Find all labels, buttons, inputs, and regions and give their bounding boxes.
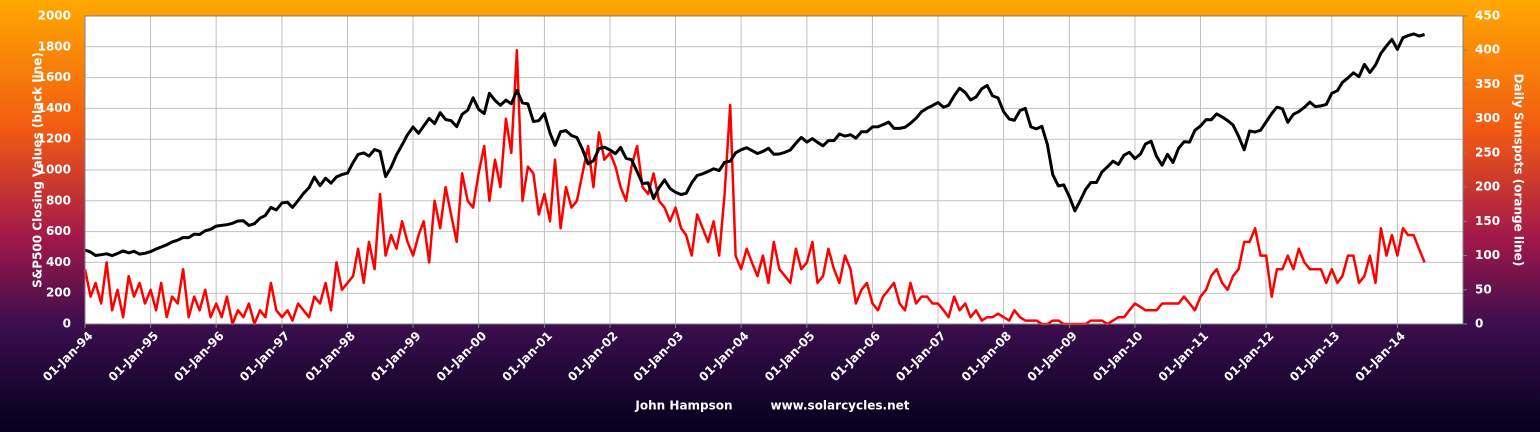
y2-tick-label: 400 [1475,43,1500,57]
y-tick-label: 1000 [38,163,71,177]
series-line [83,48,1426,326]
footer-site: www.solarcycles.net [771,399,910,413]
y2-tick-label: 50 [1475,282,1492,296]
y2-tick-label: 200 [1475,180,1500,194]
y-tick-label: 1400 [38,101,71,115]
y-tick-label: 200 [46,286,71,300]
plot-border [84,15,1464,325]
y2-tick-label: 150 [1475,214,1500,228]
y2-tick-label: 450 [1475,9,1500,23]
y2-tick-label: 350 [1475,77,1500,91]
y2-tick-label: 0 [1475,317,1483,331]
y2-tick-label: 100 [1475,248,1500,262]
y-axis-title: S&P500 Closing Values (black line) [31,52,45,288]
y-tick-label: 1200 [38,132,71,146]
y2-tick-label: 250 [1475,145,1500,159]
y-tick-label: 2000 [38,9,71,23]
y2-axis-title: Daily Sunspots (orange line) [1512,74,1526,267]
y-tick-label: 1600 [38,70,71,84]
y-tick-label: 1800 [38,39,71,53]
y2-tick-label: 300 [1475,111,1500,125]
y-tick-label: 600 [46,224,71,238]
y-tick-label: 800 [46,193,71,207]
y-tick-label: 400 [46,255,71,269]
series-line [84,32,1425,258]
footer-author: John Hampson [634,399,732,413]
y-tick-label: 0 [63,317,71,331]
series-lines [83,32,1426,326]
